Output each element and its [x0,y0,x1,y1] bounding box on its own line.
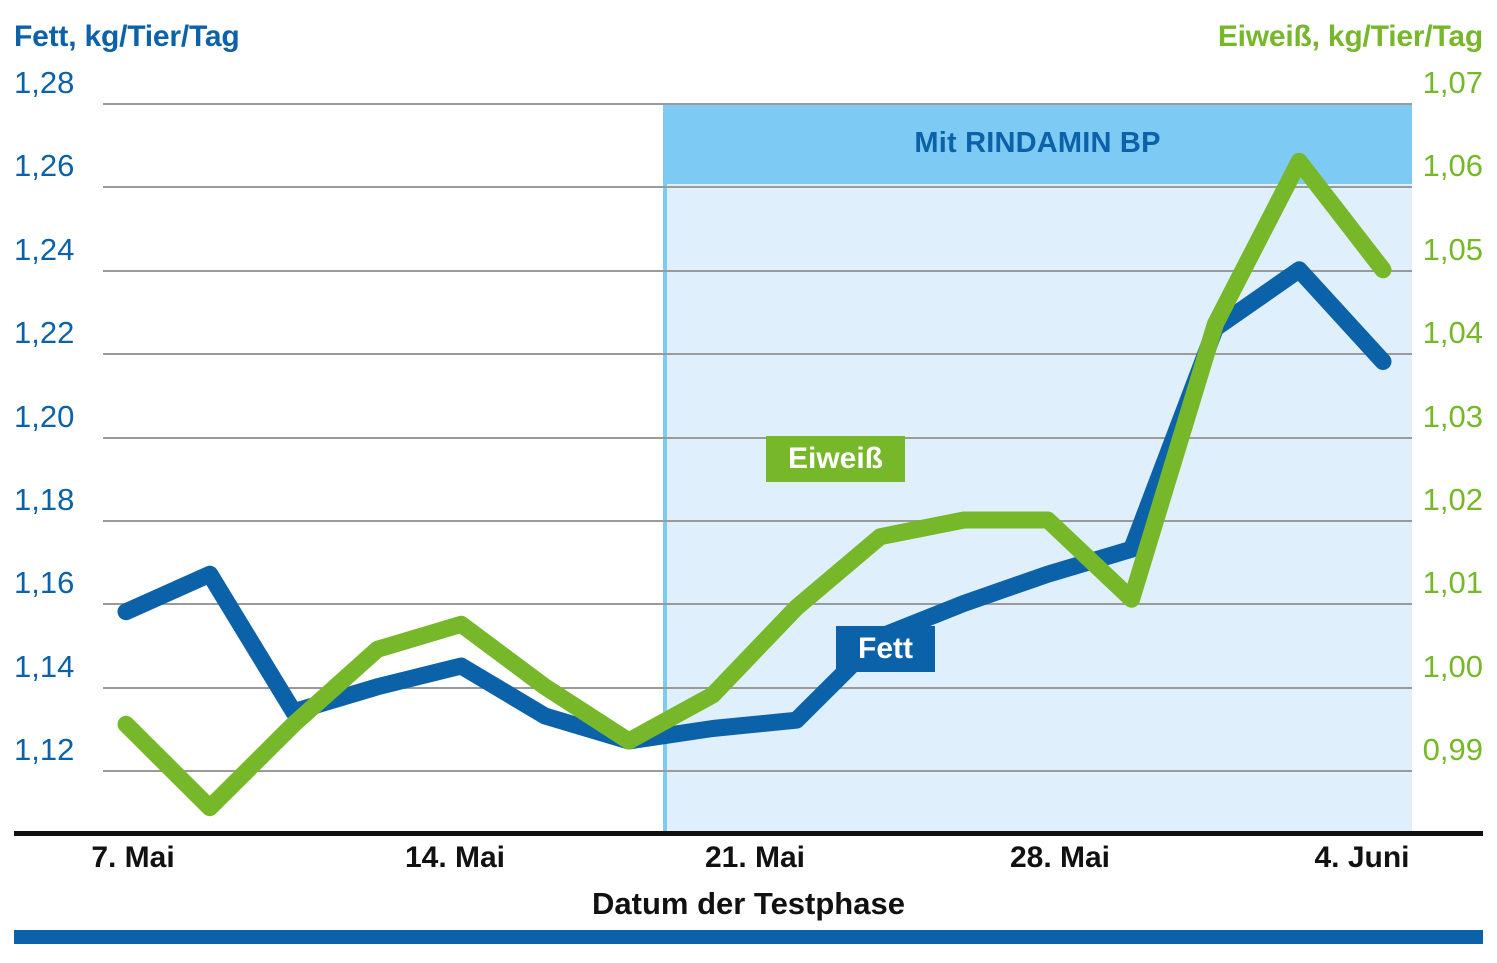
gridline [103,770,1412,773]
left-axis-tick-label: 1,24 [14,231,75,267]
x-axis-tick-label: 4. Juni [1314,841,1410,874]
left-axis-tick-label: 1,14 [14,648,75,684]
series-label-fett: Fett [836,626,935,672]
x-axis-tick-label: 7. Mai [91,841,175,874]
treatment-banner: Mit RINDAMIN BP [663,103,1412,184]
right-axis-tick-label: 1,00 [1422,648,1483,684]
left-axis-tick-label: 1,20 [14,398,75,434]
left-axis-tick-label: 1,16 [14,565,75,601]
gridline [103,353,1412,356]
x-axis-tick-label: 21. Mai [704,841,806,874]
gridline [103,269,1412,272]
right-axis-tick-label: 1,03 [1422,398,1483,434]
right-axis-tick-label: 1,05 [1422,231,1483,267]
gridline [103,686,1412,689]
right-axis-tick-label: 1,07 [1422,65,1483,100]
plot-area: Mit RINDAMIN BP [103,103,1412,833]
left-axis-title: Fett, kg/Tier/Tag [14,20,240,53]
gridline [103,603,1412,606]
footer-rule [14,930,1483,944]
right-axis-tick-label: 0,99 [1422,732,1483,768]
x-axis-line [14,831,1483,836]
x-axis-tick-label: 28. Mai [1009,841,1111,874]
gridline [103,436,1412,439]
left-axis-tick-label: 1,28 [14,65,75,100]
right-axis-tick-label: 1,04 [1422,315,1483,351]
right-axis-tick-label: 1,06 [1422,148,1483,184]
right-axis-title: Eiweiß, kg/Tier/Tag [1217,20,1483,53]
x-axis-caption: Datum der Testphase [592,886,905,921]
gridline [103,103,1412,105]
x-axis-tick-label: 14. Mai [404,841,506,874]
left-axis-tick-label: 1,26 [14,148,75,184]
right-axis-tick-label: 1,02 [1422,482,1483,517]
gridline [103,520,1412,522]
gridline [103,186,1412,189]
left-axis-tick-label: 1,18 [14,482,75,517]
series-label-eiweiss: Eiweiß [766,436,906,482]
left-axis-tick-label: 1,22 [14,315,75,351]
treatment-banner-label: Mit RINDAMIN BP [914,127,1161,159]
right-axis-tick-label: 1,01 [1422,565,1483,601]
left-axis-tick-label: 1,12 [14,732,75,768]
